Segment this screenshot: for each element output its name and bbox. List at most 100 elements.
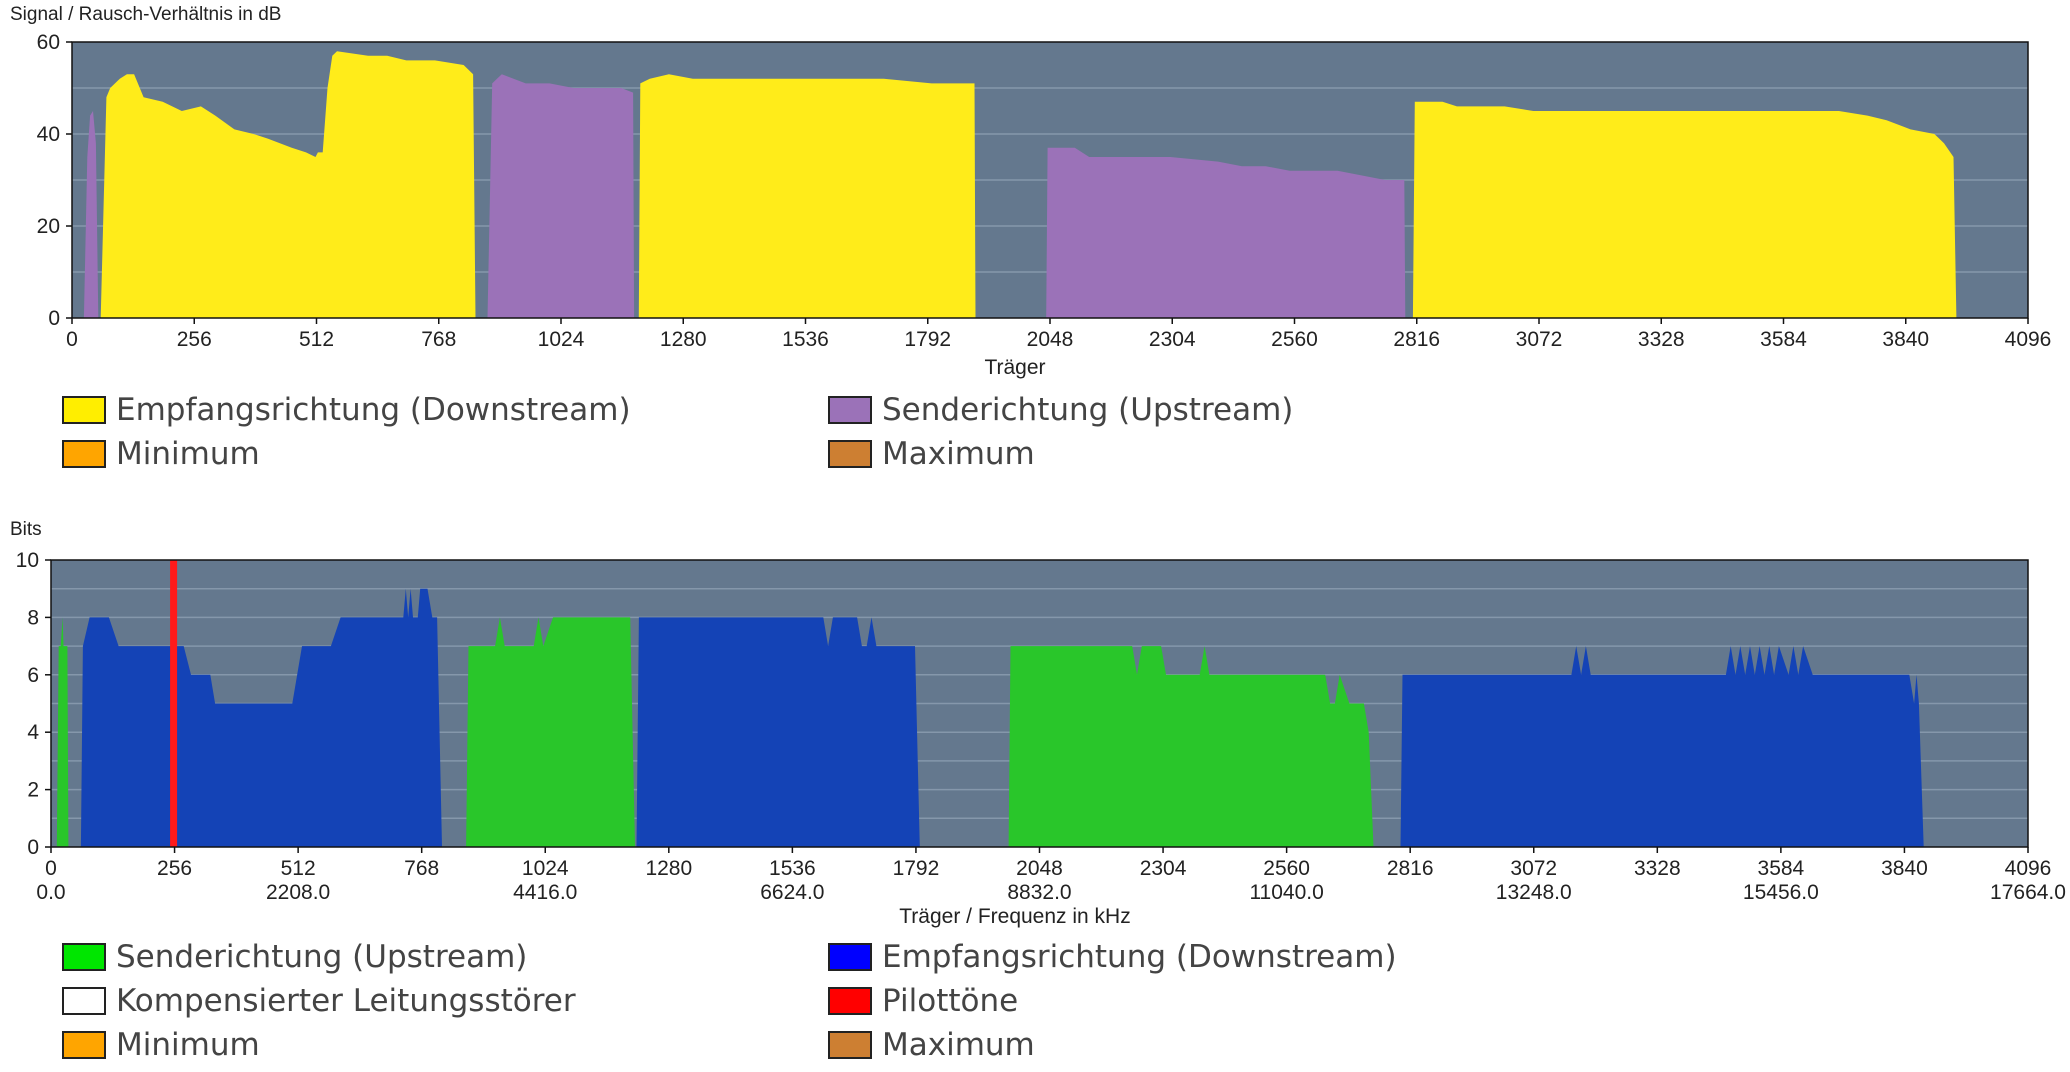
series-area-upstream — [1008, 646, 1374, 847]
legend-swatch — [62, 440, 106, 468]
x-tick-label: 1024 — [538, 328, 585, 351]
x-tick-label: 2816 — [1387, 857, 1434, 880]
x-tick-label: 3840 — [1881, 857, 1928, 880]
bits-x-ticks: 0 256 512 768 1024 1280 1536 1792 2048 2304 2560 28… — [45, 847, 2051, 880]
x-tick-label: 3584 — [1758, 857, 1805, 880]
legend-item-bits-downstream: Empfangsrichtung (Downstream) — [828, 935, 1397, 979]
x-tick-label: 3072 — [1510, 857, 1557, 880]
x-tick-label: 0 — [45, 857, 57, 880]
x-tick-label: 1280 — [645, 857, 692, 880]
legend-item-snr-maximum: Maximum — [828, 432, 1035, 476]
snr-series — [83, 51, 1957, 318]
y-tick-label: 2 — [27, 779, 39, 802]
legend-swatch — [828, 440, 872, 468]
frequency-tick-label: 13248.0 — [1496, 881, 1572, 904]
x-tick-label: 3328 — [1638, 328, 1685, 351]
frequency-tick-label: 11040.0 — [1249, 881, 1323, 904]
x-tick-label: 1024 — [522, 857, 569, 880]
x-tick-label: 3328 — [1634, 857, 1681, 880]
series-area-upstream — [487, 74, 635, 318]
x-tick-label: 1536 — [782, 328, 829, 351]
bits-series — [56, 560, 1924, 847]
legend-swatch — [828, 943, 872, 971]
bits-y-ticks: 0 2 4 6 8 10 — [16, 549, 51, 859]
series-area-downstream — [638, 74, 976, 318]
x-tick-label: 3584 — [1760, 328, 1807, 351]
legend-item-bits-pilot: Pilottöne — [828, 979, 1018, 1023]
legend-label: Minimum — [116, 1027, 260, 1063]
y-tick-label: 4 — [27, 721, 39, 744]
legend-swatch — [828, 396, 872, 424]
series-area-downstream — [1412, 101, 1957, 318]
legend-label: Maximum — [882, 1027, 1035, 1063]
bits-frequency-ticks: 0.0 2208.0 4416.0 6624.0 8832.0 11040.0 13248.… — [36, 881, 2066, 904]
x-tick-label: 256 — [157, 857, 192, 880]
series-area-upstream — [1046, 147, 1406, 318]
y-tick-label: 40 — [37, 123, 60, 146]
frequency-tick-label: 2208.0 — [266, 881, 330, 904]
x-tick-label: 768 — [404, 857, 439, 880]
x-tick-label: 2816 — [1393, 328, 1440, 351]
x-tick-label: 768 — [421, 328, 456, 351]
y-tick-label: 6 — [27, 664, 39, 687]
y-tick-label: 20 — [37, 215, 60, 238]
legend-label: Senderichtung (Upstream) — [116, 939, 528, 975]
x-tick-label: 4096 — [2005, 328, 2052, 351]
legend-label: Minimum — [116, 436, 260, 472]
x-tick-label: 2304 — [1149, 328, 1196, 351]
legend-item-bits-maximum: Maximum — [828, 1023, 1035, 1067]
legend-swatch — [62, 396, 106, 424]
frequency-tick-label: 8832.0 — [1007, 881, 1071, 904]
snr-x-axis-title: Träger — [984, 356, 1045, 379]
legend-item-snr-downstream: Empfangsrichtung (Downstream) — [62, 388, 631, 432]
x-tick-label: 1792 — [893, 857, 940, 880]
x-tick-label: 2560 — [1271, 328, 1318, 351]
x-tick-label: 3840 — [1882, 328, 1929, 351]
series-area-upstream — [83, 111, 99, 318]
snr-y-ticks: 0 20 40 60 — [37, 31, 72, 330]
legend-item-snr-minimum: Minimum — [62, 432, 260, 476]
y-tick-label: 0 — [27, 836, 39, 859]
legend-item-bits-minimum: Minimum — [62, 1023, 260, 1067]
legend-item-snr-upstream: Senderichtung (Upstream) — [828, 388, 1293, 432]
legend-swatch — [828, 987, 872, 1015]
legend-item-bits-compensated: Kompensierter Leitungsstörer — [62, 979, 576, 1023]
frequency-tick-label: 0.0 — [36, 881, 65, 904]
x-tick-label: 2560 — [1263, 857, 1310, 880]
frequency-tick-label: 17664.0 — [1990, 881, 2066, 904]
x-tick-label: 256 — [177, 328, 212, 351]
legend-item-bits-upstream: Senderichtung (Upstream) — [62, 935, 527, 979]
bits-y-axis-title: Bits — [10, 519, 42, 540]
legend-swatch — [828, 1031, 872, 1059]
x-tick-label: 2048 — [1016, 857, 1063, 880]
frequency-tick-label: 15456.0 — [1743, 881, 1819, 904]
x-tick-label: 512 — [281, 857, 316, 880]
pilot-tone-bar — [170, 560, 178, 847]
series-area-downstream — [636, 617, 920, 847]
x-tick-label: 3072 — [1516, 328, 1563, 351]
x-tick-label: 2048 — [1027, 328, 1074, 351]
y-tick-label: 0 — [48, 307, 60, 330]
x-tick-label: 0 — [66, 328, 78, 351]
legend-swatch — [62, 1031, 106, 1059]
frequency-tick-label: 4416.0 — [513, 881, 577, 904]
series-area-upstream — [56, 617, 69, 847]
legend-label: Kompensierter Leitungsstörer — [116, 983, 576, 1019]
x-tick-label: 1792 — [904, 328, 951, 351]
legend-swatch — [62, 943, 106, 971]
legend-label: Senderichtung (Upstream) — [882, 392, 1294, 428]
snr-y-axis-title: Signal / Rausch-Verhältnis in dB — [10, 4, 281, 25]
legend-label: Pilottöne — [882, 983, 1019, 1019]
y-tick-label: 60 — [37, 31, 60, 54]
legend-swatch — [62, 987, 106, 1015]
snr-x-ticks: 0 256 512 768 1024 1280 1536 1792 2048 2304 2560 28… — [66, 318, 2051, 351]
x-tick-label: 512 — [299, 328, 334, 351]
series-area-upstream — [466, 617, 635, 847]
x-tick-label: 1536 — [769, 857, 816, 880]
legend-label: Maximum — [882, 436, 1035, 472]
y-tick-label: 8 — [27, 606, 39, 629]
x-tick-label: 4096 — [2005, 857, 2052, 880]
series-area-downstream — [100, 51, 476, 318]
x-tick-label: 2304 — [1140, 857, 1187, 880]
